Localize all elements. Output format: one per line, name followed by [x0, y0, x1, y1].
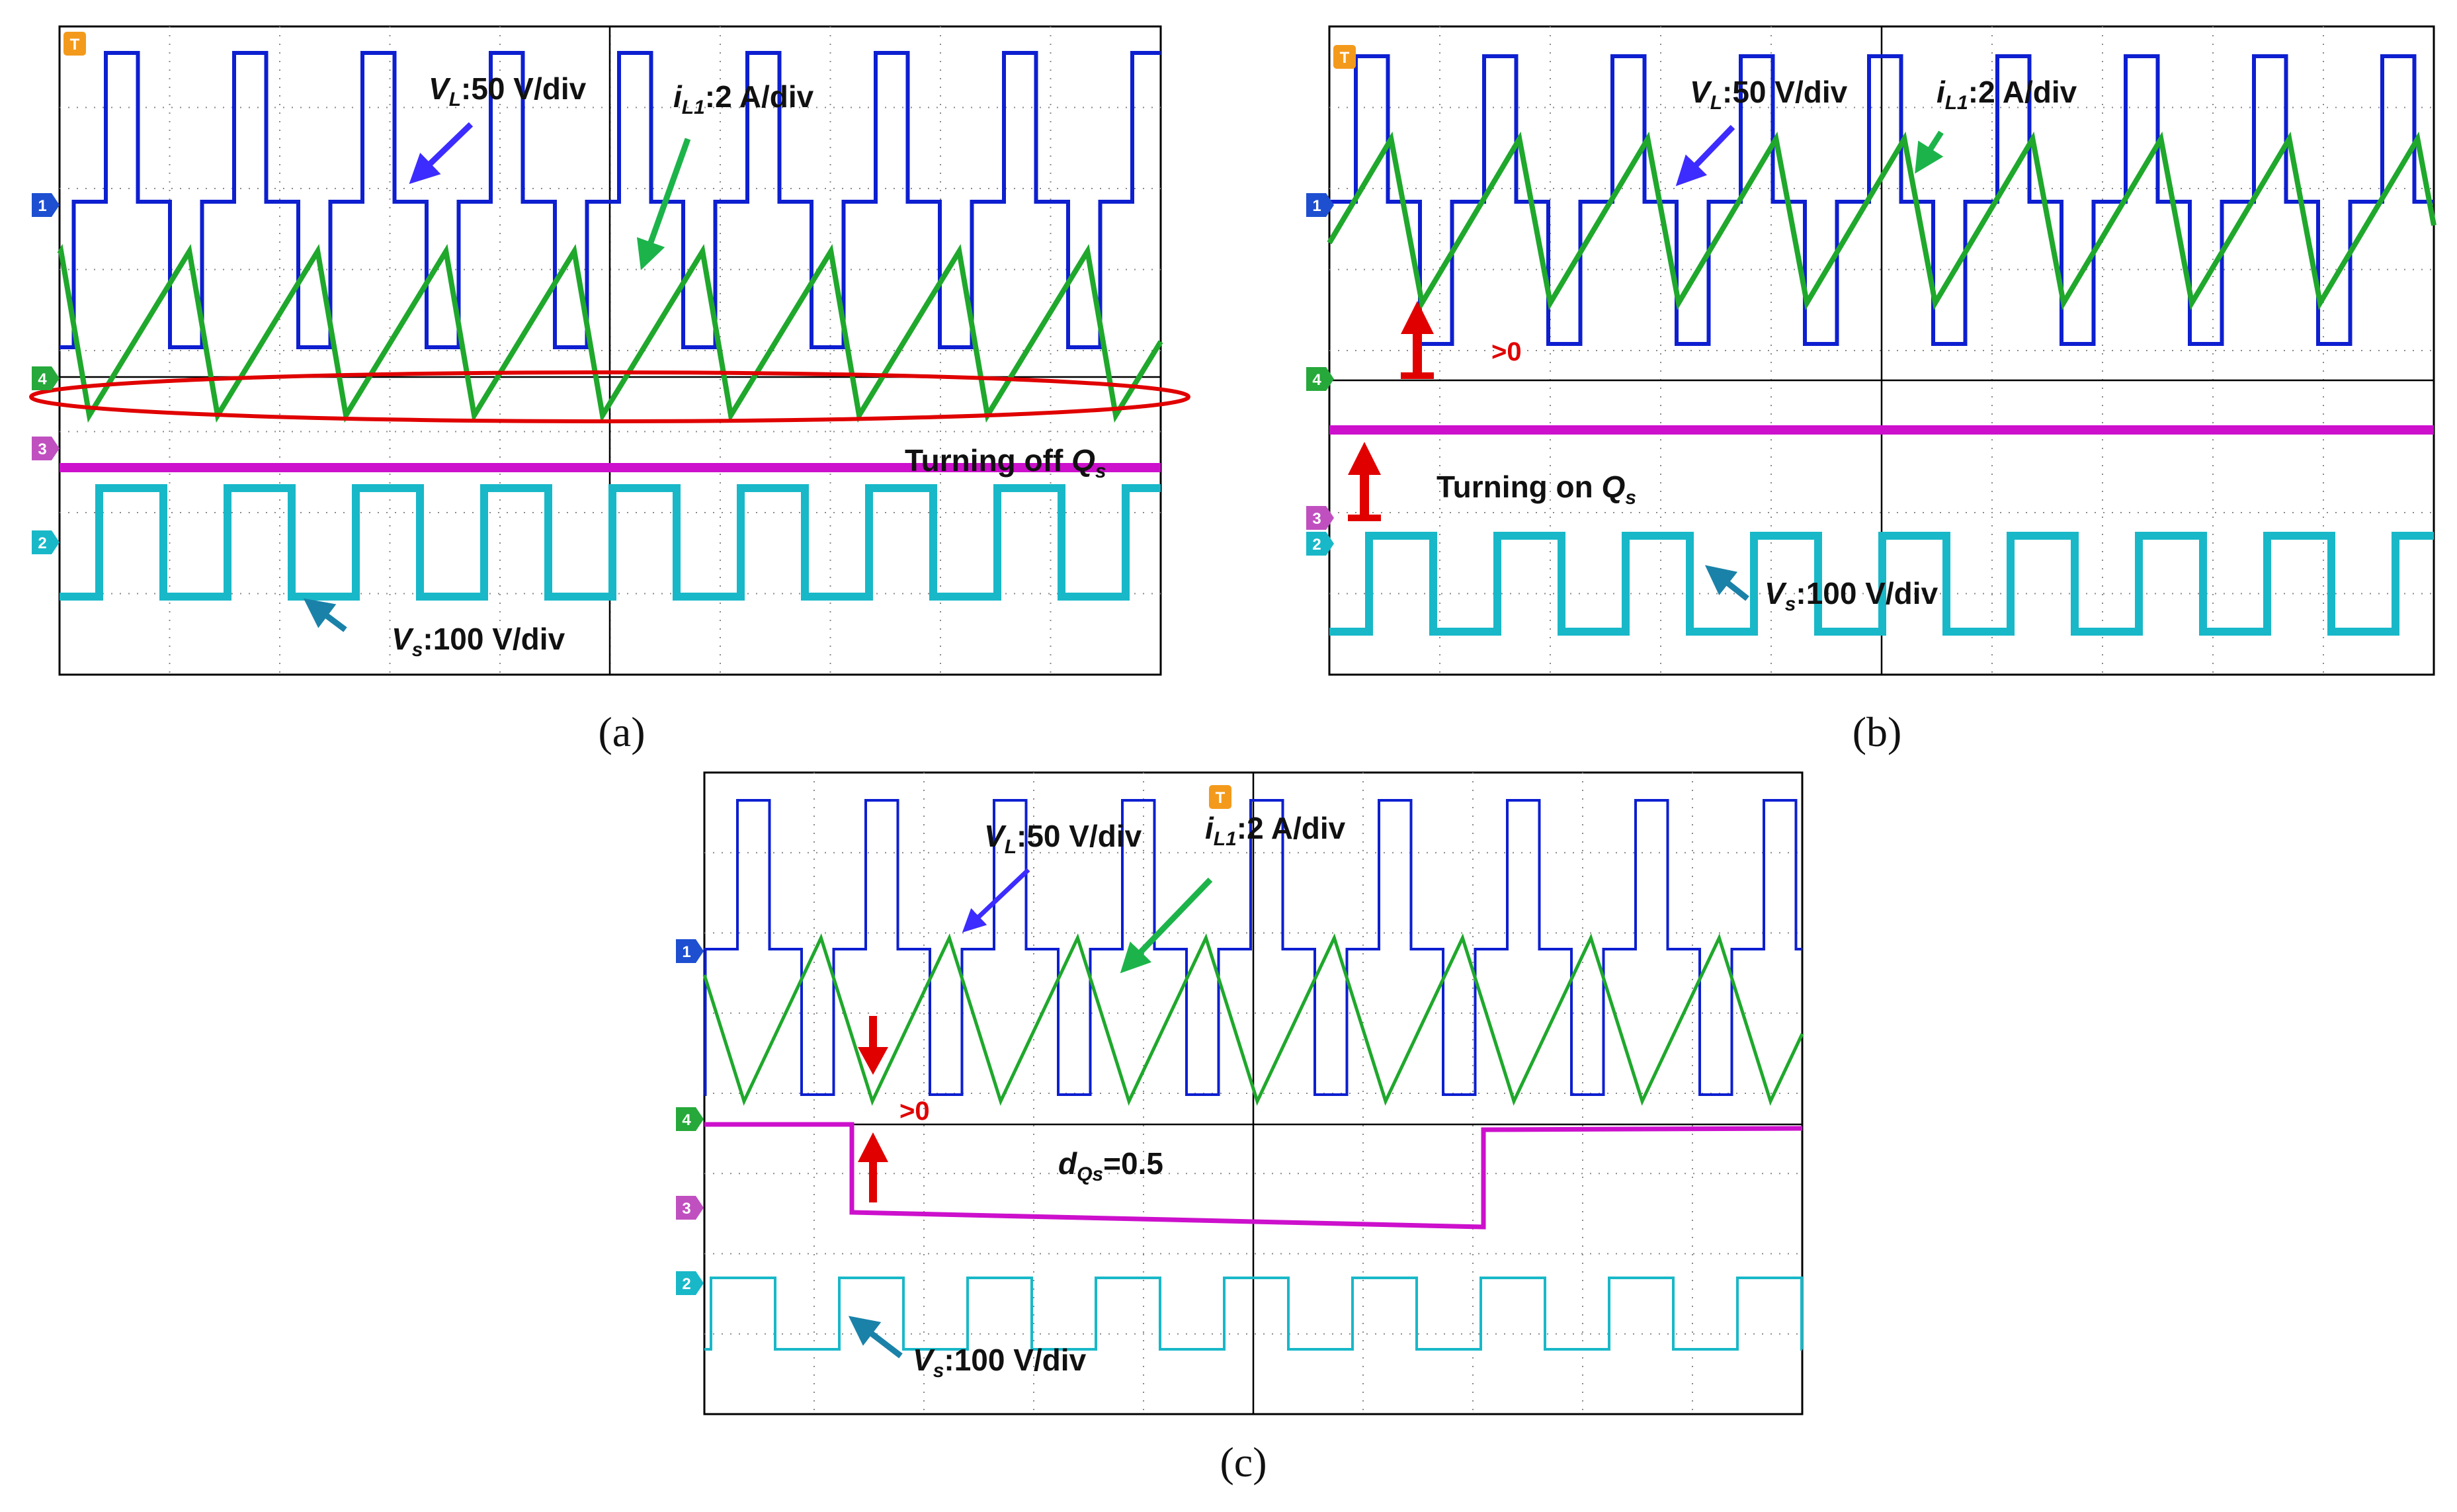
panel-c-il-trace	[702, 933, 1804, 1106]
panel-a-vs-label: Vs:100 V/div	[392, 622, 565, 661]
panel-c-duty-label: dQs=0.5	[1058, 1146, 1163, 1185]
panel-a-il-arrow	[636, 138, 691, 271]
panel-c-gt0-label: >0	[899, 1097, 930, 1126]
svg-text:1: 1	[1312, 197, 1321, 215]
trigger-marker-b: T	[1333, 45, 1356, 69]
ch4-marker-a: 4	[32, 366, 60, 390]
ch1-marker-b: 1	[1306, 193, 1334, 217]
panel-a-vs-arrow	[303, 598, 347, 632]
panel-b-vs-arrow	[1704, 565, 1749, 601]
panel-b: T 1 4 3 2 >0	[1306, 25, 2436, 755]
panel-c-vs-arrow	[848, 1316, 903, 1359]
svg-text:4: 4	[682, 1111, 691, 1129]
svg-text:T: T	[70, 36, 80, 54]
panel-c-qs-trace	[704, 1122, 1803, 1230]
svg-text:3: 3	[682, 1200, 690, 1218]
trigger-marker-a: T	[63, 32, 86, 56]
ch2-marker-b: 2	[1306, 532, 1334, 556]
panel-c-vl-trace	[704, 799, 1802, 1096]
panel-c-il-label: iL1:2 A/div	[1205, 811, 1346, 850]
panel-c-positive-current-arrow	[858, 1016, 888, 1075]
svg-text:2: 2	[682, 1275, 690, 1293]
panel-a-qs-label: Turning off Qs	[905, 443, 1106, 482]
ch2-marker-a: 2	[32, 530, 60, 554]
panel-a-il-trace	[57, 243, 1163, 423]
svg-text:3: 3	[38, 441, 46, 458]
caption-c: (c)	[1220, 1439, 1267, 1486]
panel-c-vs-label: Vs:100 V/div	[913, 1343, 1087, 1382]
panel-b-il-arrow	[1915, 130, 1944, 174]
ch4-marker-c: 4	[676, 1107, 704, 1131]
svg-text:2: 2	[38, 534, 46, 552]
svg-text:4: 4	[1312, 371, 1321, 389]
panel-b-gate-on-arrow	[1348, 442, 1381, 521]
svg-text:T: T	[1340, 49, 1350, 67]
panel-a-vl-trace	[60, 51, 1161, 349]
panel-a-vl-label: VL:50 V/div	[429, 71, 587, 110]
ch3-marker-c: 3	[676, 1196, 704, 1220]
panel-a: T 1 4 3 2 VL:50 V/div iL1:2 A/div Turnin…	[29, 25, 1190, 755]
zero-current-highlight	[29, 370, 1190, 423]
panel-c-gate-arrow	[858, 1132, 888, 1202]
panel-b-vs-label: Vs:100 V/div	[1765, 576, 1938, 615]
panel-b-il-label: iL1:2 A/div	[1936, 75, 2077, 114]
panel-b-gt0-label: >0	[1491, 337, 1522, 366]
panel-a-il-label: iL1:2 A/div	[673, 79, 814, 118]
trigger-marker-c: T	[1209, 785, 1231, 809]
panel-b-vl-arrow	[1675, 124, 1735, 187]
svg-text:1: 1	[38, 197, 46, 215]
svg-text:4: 4	[38, 370, 47, 388]
panel-b-vl-trace	[1329, 54, 2434, 346]
panel-a-vl-arrow	[409, 122, 474, 185]
caption-a: (a)	[598, 708, 645, 755]
svg-text:1: 1	[682, 943, 690, 961]
ch3-marker-a: 3	[32, 437, 60, 460]
ch4-marker-b: 4	[1306, 367, 1334, 391]
ch2-marker-c: 2	[676, 1271, 704, 1295]
panel-b-il-trace	[1327, 131, 2436, 311]
svg-text:2: 2	[1312, 536, 1321, 554]
panel-c-vs-trace	[704, 1277, 1803, 1351]
svg-text:T: T	[1216, 789, 1226, 807]
panel-c: T 1 4 3 2 >0 dQs=0.5	[676, 771, 1804, 1486]
panel-c-il-arrow	[1120, 877, 1213, 974]
caption-b: (b)	[1853, 708, 1902, 755]
ch3-marker-b: 3	[1306, 506, 1334, 530]
panel-c-vl-arrow	[962, 868, 1030, 933]
svg-text:3: 3	[1312, 510, 1321, 528]
channel-markers-a: T 1 4 3 2	[32, 32, 86, 554]
ch1-marker-a: 1	[32, 193, 60, 217]
channel-markers-b: T 1 4 3 2	[1306, 45, 1356, 556]
panel-b-vl-label: VL:50 V/div	[1690, 75, 1848, 114]
panel-b-qs-label: Turning on Qs	[1437, 470, 1636, 509]
panel-c-vl-label: VL:50 V/div	[984, 819, 1142, 858]
channel-markers-c: T 1 4 3 2	[676, 785, 1231, 1295]
ch1-marker-c: 1	[676, 939, 704, 963]
panel-b-positive-current-arrow	[1401, 301, 1434, 379]
panel-a-vs-trace	[60, 484, 1161, 601]
panel-b-vs-trace	[1329, 532, 2434, 636]
